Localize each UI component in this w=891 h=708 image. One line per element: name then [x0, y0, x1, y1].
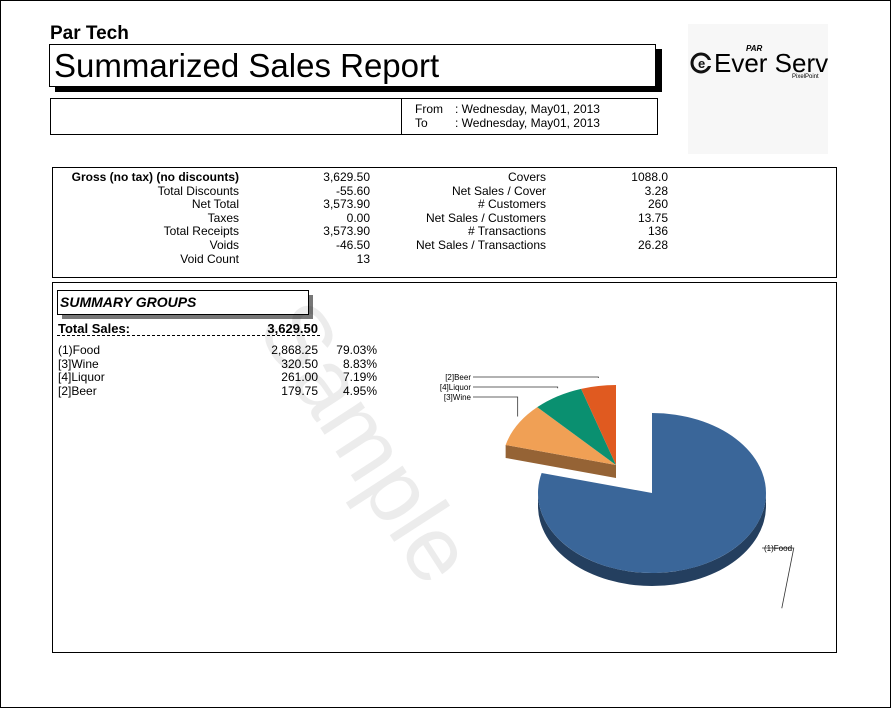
- report-title: Summarized Sales Report: [49, 44, 656, 87]
- stat-value: 136: [647, 224, 668, 239]
- total-sales-value: 3,629.50: [267, 321, 318, 336]
- stat-value: -55.60: [335, 183, 370, 198]
- total-sales-label: Total Sales:: [58, 321, 131, 336]
- stat-value: 3,573.90: [323, 197, 370, 212]
- stat-label: Covers: [507, 170, 546, 184]
- to-row: To : Wednesday, May01, 2013: [415, 116, 600, 130]
- logo-par: PAR: [746, 44, 763, 53]
- stat-value: 260: [647, 197, 668, 212]
- pie-slice: [505, 407, 616, 465]
- summary-groups-box: [52, 282, 837, 653]
- pie-slice-label: (1)Food: [764, 544, 792, 553]
- stat-value: 13.75: [637, 210, 668, 225]
- stat-value: 3,629.50: [323, 170, 370, 184]
- pie-slice: [537, 388, 616, 465]
- date-range-box: From : Wednesday, May01, 2013 To : Wednesd…: [50, 98, 658, 135]
- svg-text:e: e: [698, 56, 705, 71]
- from-row: From : Wednesday, May01, 2013: [415, 102, 600, 116]
- group-amount: 179.75: [281, 383, 318, 398]
- stat-value: 3,573.90: [323, 224, 370, 239]
- group-amount: 320.50: [281, 356, 318, 371]
- from-label: From: [415, 102, 443, 116]
- group-name: [2]Beer: [58, 383, 97, 398]
- pie-slice: [581, 385, 616, 465]
- to-label: To: [415, 116, 428, 130]
- pie-slice-face: [505, 444, 616, 478]
- total-sales-underline: [57, 335, 320, 336]
- stat-value: 3.28: [644, 183, 668, 198]
- group-name: [3]Wine: [58, 356, 99, 371]
- logo-mark-icon: e: [690, 52, 712, 74]
- everserv-logo: e PAR Ever Serv PixelPoint: [688, 24, 828, 154]
- stat-label: Net Total: [191, 197, 239, 212]
- group-pct: 7.19%: [342, 370, 377, 385]
- group-amount: 2,868.25: [271, 343, 318, 357]
- pie-slice: [538, 413, 766, 573]
- stat-label: Total Receipts: [163, 224, 239, 239]
- from-value: : Wednesday, May01, 2013: [455, 102, 600, 116]
- stat-value: 13: [356, 251, 370, 266]
- stat-value: 1088.0: [631, 170, 668, 184]
- stat-value: -46.50: [335, 238, 370, 252]
- pie-leader-line: [473, 386, 559, 389]
- summary-groups-heading: SUMMARY GROUPS: [57, 290, 309, 315]
- stat-label: Net Sales / Transactions: [415, 238, 546, 252]
- company-name: Par Tech: [50, 23, 129, 44]
- group-pct: 8.83%: [342, 356, 377, 371]
- stats-box: [52, 167, 837, 278]
- pie-leader-line: [473, 376, 599, 378]
- stat-label: Total Discounts: [157, 183, 239, 198]
- group-pct: 79.03%: [336, 343, 377, 357]
- pie-slice-label: [4]Liquor: [440, 383, 471, 392]
- logo-sub: PixelPoint: [792, 74, 819, 80]
- pie-leader-line: [762, 547, 795, 609]
- stat-label: # Customers: [477, 197, 546, 212]
- stat-value: 26.28: [637, 238, 668, 252]
- stat-value: 0.00: [346, 210, 370, 225]
- group-name: [4]Liquor: [58, 370, 105, 385]
- logo-main: Ever Serv: [714, 48, 829, 78]
- pie-slice-side: [538, 493, 766, 586]
- stat-label: Taxes: [207, 210, 239, 225]
- stat-label: Void Count: [180, 251, 239, 266]
- range-divider: [401, 99, 402, 134]
- group-name: (1)Food: [58, 343, 101, 357]
- group-amount: 261.00: [281, 370, 318, 385]
- stat-label: # Transactions: [467, 224, 546, 239]
- stat-label: Voids: [209, 238, 239, 252]
- stat-label: Net Sales / Cover: [451, 183, 546, 198]
- pie-slice-label: [3]Wine: [444, 393, 472, 402]
- pie-leader-line: [473, 396, 519, 417]
- group-pct: 4.95%: [342, 383, 377, 398]
- to-value: : Wednesday, May01, 2013: [455, 116, 600, 130]
- stat-label: Gross (no tax) (no discounts): [71, 170, 239, 184]
- stat-label: Net Sales / Customers: [425, 210, 546, 225]
- pie-slice-label: [2]Beer: [445, 373, 471, 382]
